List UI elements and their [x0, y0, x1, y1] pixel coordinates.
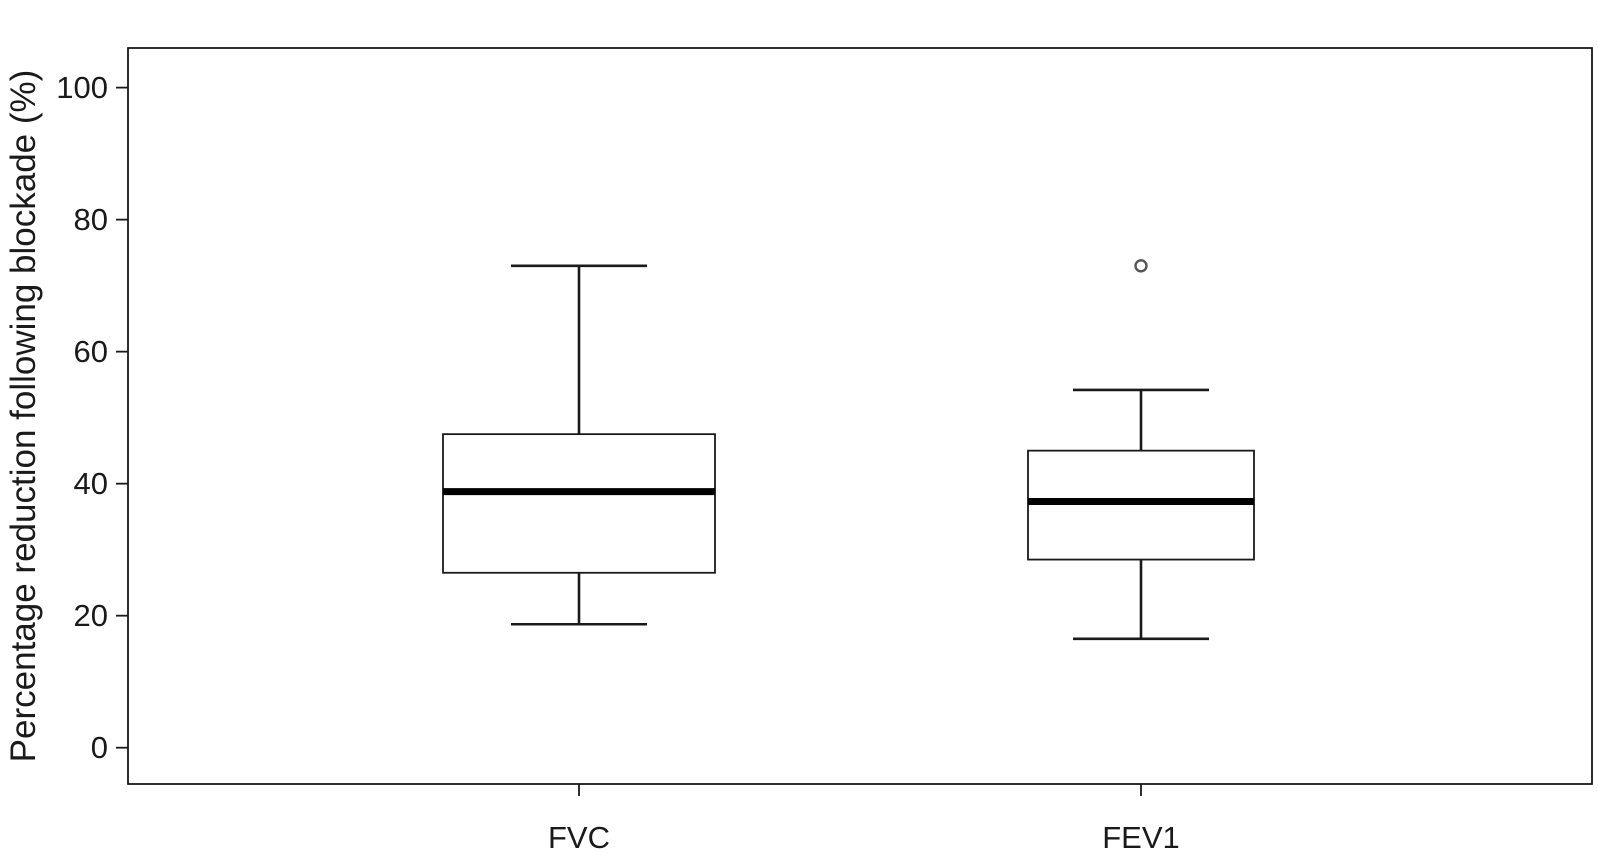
- y-axis-title: Percentage reduction following blockade …: [4, 70, 43, 763]
- boxes-group: [442, 259, 1255, 641]
- x-tick-label: FVC: [548, 820, 610, 854]
- outlier-point: [1134, 259, 1148, 273]
- iqr-box: [442, 433, 716, 574]
- y-axis: 0 20 40 60 80 100: [56, 70, 128, 765]
- box-fev1: [1027, 259, 1255, 641]
- y-tick-label: 60: [74, 334, 108, 369]
- box-fvc: [442, 264, 716, 626]
- y-tick-label: 40: [74, 466, 108, 501]
- x-tick-label: FEV1: [1102, 820, 1180, 854]
- y-tick-label: 0: [91, 730, 108, 765]
- plot-frame: [127, 47, 1593, 785]
- y-tick-label: 20: [74, 598, 108, 633]
- x-axis: FVC FEV1: [548, 784, 1180, 854]
- y-tick-label: 100: [56, 70, 108, 105]
- y-tick-label: 80: [74, 202, 108, 237]
- iqr-box: [1027, 449, 1255, 561]
